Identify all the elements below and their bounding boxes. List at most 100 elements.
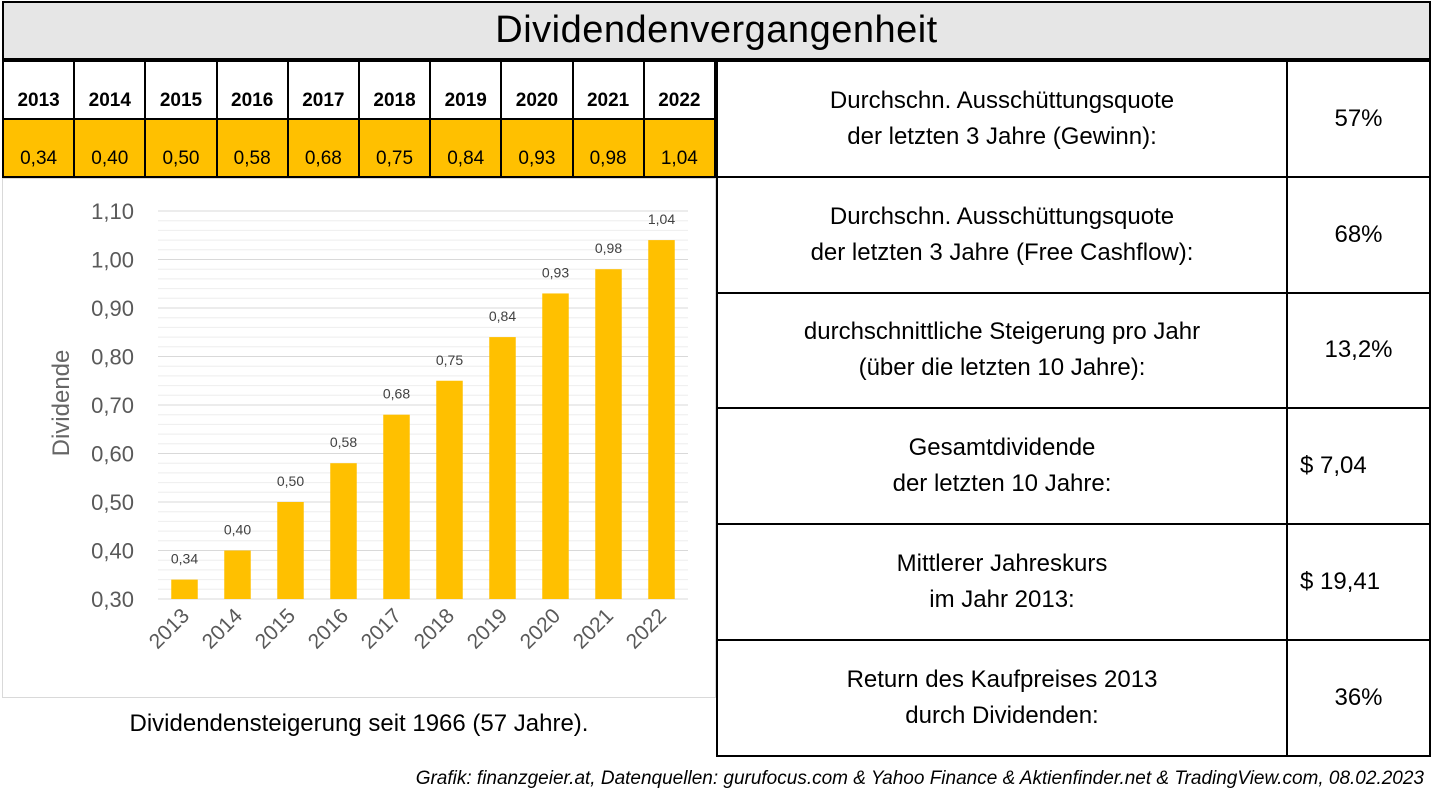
stat-label-line: (über die letzten 10 Jahre): bbox=[858, 354, 1146, 382]
y-tick-label: 0,30 bbox=[91, 587, 134, 612]
stat-label-line: Mittlerer Jahreskurs bbox=[896, 550, 1108, 578]
year-cell: 2020 bbox=[500, 60, 574, 120]
y-tick-label: 0,80 bbox=[91, 345, 134, 370]
y-tick-label: 1,10 bbox=[91, 199, 134, 224]
data-label: 0,34 bbox=[171, 551, 198, 567]
y-tick-label: 0,70 bbox=[91, 393, 134, 418]
bar bbox=[542, 293, 569, 599]
stat-label: Gesamtdividende der letzten 10 Jahre: bbox=[716, 407, 1288, 526]
year-cell: 2014 bbox=[73, 60, 147, 120]
year-cell: 2015 bbox=[144, 60, 218, 120]
dividend-stats-table: Durchschn. Ausschüttungsquote der letzte… bbox=[716, 60, 1431, 757]
dividend-bar-chart: 0,34 0,40 0,50 0,58 0,68 0,75 0,84 0,93 0,98 1,04… bbox=[48, 199, 688, 654]
y-tick-label: 0,50 bbox=[91, 490, 134, 515]
data-labels: 0,34 0,40 0,50 0,58 0,68 0,75 0,84 0,93 0,98 1,04 bbox=[171, 211, 675, 567]
bar bbox=[330, 463, 357, 599]
bar bbox=[489, 337, 516, 599]
dividend-cell: 0,50 bbox=[144, 118, 218, 178]
data-label: 0,58 bbox=[330, 434, 357, 450]
y-tick-label: 0,40 bbox=[91, 539, 134, 564]
bars bbox=[171, 240, 675, 599]
data-label: 0,75 bbox=[436, 352, 463, 368]
x-tick-label: 2013 bbox=[145, 604, 194, 653]
dividend-cell: 1,04 bbox=[642, 118, 717, 178]
dividend-cell: 0,40 bbox=[73, 118, 147, 178]
year-cell: 2013 bbox=[1, 60, 76, 120]
stat-row: Durchschn. Ausschüttungsquote der letzte… bbox=[716, 175, 1431, 294]
chart-caption: Dividendensteigerung seit 1966 (57 Jahre… bbox=[129, 710, 589, 737]
bar bbox=[224, 550, 251, 599]
stat-label-line: Durchschn. Ausschüttungsquote bbox=[829, 86, 1175, 114]
stat-label: Mittlerer Jahreskurs im Jahr 2013: bbox=[716, 523, 1288, 641]
year-cell: 2018 bbox=[357, 60, 432, 120]
x-tick-label: 2015 bbox=[251, 604, 300, 653]
stat-row: Gesamtdividende der letzten 10 Jahre: $ … bbox=[716, 407, 1431, 526]
x-tick-label: 2020 bbox=[516, 604, 565, 653]
dividend-cell: 0,34 bbox=[1, 118, 76, 178]
x-tick-label: 2016 bbox=[304, 604, 353, 653]
stat-value: $ 19,41 bbox=[1286, 523, 1431, 641]
x-tick-label: 2014 bbox=[198, 604, 248, 654]
stat-label-line: Return des Kaufpreises 2013 bbox=[846, 665, 1158, 693]
x-tick-label: 2019 bbox=[463, 604, 512, 653]
x-tick-labels: 2013 2014 2015 2016 2017 2018 2019 2020 2021 2022 bbox=[145, 604, 671, 654]
stat-label-line: im Jahr 2013: bbox=[929, 586, 1075, 614]
year-row: 2013 2014 2015 2016 2017 2018 2019 2020 … bbox=[1, 60, 717, 120]
page-title: Dividendenvergangenheit bbox=[2, 1, 1431, 60]
bar bbox=[436, 380, 463, 599]
data-label: 0,84 bbox=[489, 308, 516, 324]
data-label: 0,93 bbox=[542, 264, 569, 280]
dividend-cell: 0,98 bbox=[571, 118, 645, 178]
stat-label-line: der letzten 10 Jahre: bbox=[892, 470, 1112, 498]
dividend-cell: 0,93 bbox=[500, 118, 574, 178]
y-tick-labels: 0,30 0,40 0,50 0,60 0,70 0,80 0,90 1,00 1,10 bbox=[91, 199, 134, 612]
x-tick-label: 2021 bbox=[569, 604, 618, 653]
source-note: Grafik: finanzgeier.at, Datenquellen: gu… bbox=[415, 768, 1424, 789]
stat-label-line: Gesamtdividende bbox=[908, 434, 1096, 462]
stat-row: Durchschn. Ausschüttungsquote der letzte… bbox=[716, 60, 1431, 178]
stat-label-line: durch Dividenden: bbox=[905, 701, 1099, 729]
bar bbox=[383, 414, 410, 599]
y-tick-label: 0,90 bbox=[91, 296, 134, 321]
stat-value: 13,2% bbox=[1286, 291, 1431, 410]
stat-row: Mittlerer Jahreskurs im Jahr 2013: $ 19,… bbox=[716, 523, 1431, 641]
y-tick-label: 0,60 bbox=[91, 442, 134, 467]
year-cell: 2017 bbox=[286, 60, 360, 120]
stat-label: durchschnittliche Steigerung pro Jahr (ü… bbox=[716, 291, 1288, 410]
stat-row: Return des Kaufpreises 2013 durch Divide… bbox=[716, 638, 1431, 757]
bar bbox=[171, 579, 198, 599]
stat-label-line: der letzten 3 Jahre (Gewinn): bbox=[847, 122, 1157, 150]
stat-label-line: Durchschn. Ausschüttungsquote bbox=[829, 202, 1175, 230]
stat-label-line: durchschnittliche Steigerung pro Jahr bbox=[803, 318, 1201, 346]
x-tick-label: 2017 bbox=[357, 604, 406, 653]
stat-value: 36% bbox=[1286, 638, 1431, 757]
year-cell: 2016 bbox=[215, 60, 289, 120]
dividend-row: 0,34 0,40 0,50 0,58 0,68 0,75 0,84 0,93 … bbox=[1, 118, 717, 178]
stat-label-line: der letzten 3 Jahre (Free Cashflow): bbox=[810, 238, 1194, 266]
stat-value: $ 7,04 bbox=[1286, 407, 1431, 526]
data-label: 0,68 bbox=[383, 386, 410, 402]
y-tick-label: 1,00 bbox=[91, 248, 134, 273]
stat-label: Durchschn. Ausschüttungsquote der letzte… bbox=[716, 175, 1288, 294]
data-label: 0,40 bbox=[224, 522, 251, 538]
data-label: 1,04 bbox=[648, 211, 675, 227]
x-tick-label: 2018 bbox=[410, 604, 459, 653]
y-axis-label: Dividende bbox=[48, 350, 75, 457]
stat-row: durchschnittliche Steigerung pro Jahr (ü… bbox=[716, 291, 1431, 410]
stat-value: 68% bbox=[1286, 175, 1431, 294]
dividend-year-table: 2013 2014 2015 2016 2017 2018 2019 2020 … bbox=[1, 60, 717, 178]
stat-label: Durchschn. Ausschüttungsquote der letzte… bbox=[716, 60, 1288, 178]
bar bbox=[595, 269, 622, 599]
dividend-chart: 0,34 0,40 0,50 0,58 0,68 0,75 0,84 0,93 0,98 1,04… bbox=[2, 178, 716, 698]
year-cell: 2019 bbox=[429, 60, 503, 120]
dividend-cell: 0,58 bbox=[215, 118, 289, 178]
dividend-cell: 0,84 bbox=[429, 118, 503, 178]
stat-label: Return des Kaufpreises 2013 durch Divide… bbox=[716, 638, 1288, 757]
x-tick-label: 2022 bbox=[622, 604, 671, 653]
bar bbox=[277, 502, 304, 599]
year-cell: 2022 bbox=[642, 60, 717, 120]
data-label: 0,50 bbox=[277, 473, 304, 489]
dividend-cell: 0,68 bbox=[286, 118, 360, 178]
stat-value: 57% bbox=[1286, 60, 1431, 178]
bar bbox=[648, 240, 675, 599]
